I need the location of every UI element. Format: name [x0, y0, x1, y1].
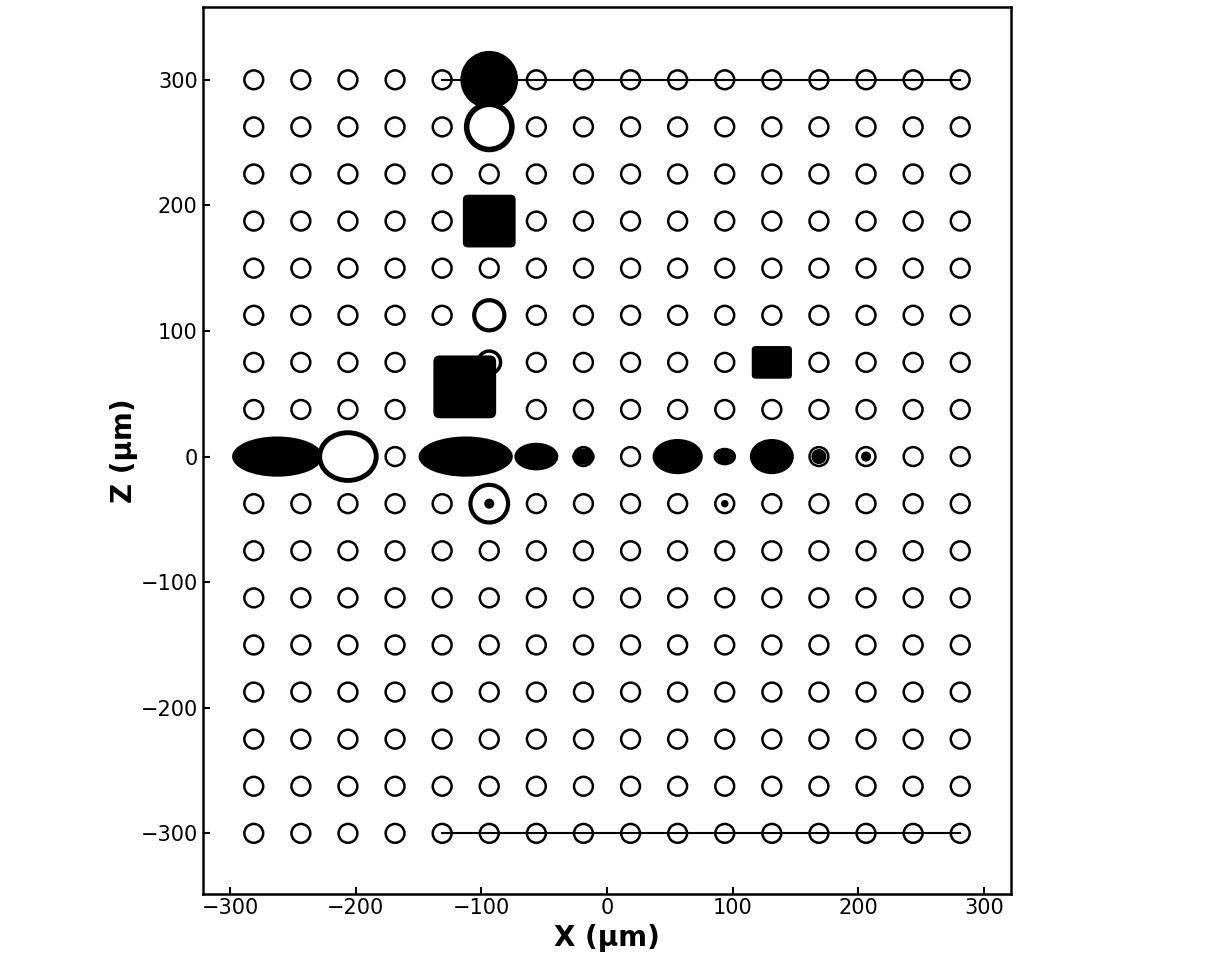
- Circle shape: [470, 485, 509, 523]
- Circle shape: [460, 51, 518, 108]
- Circle shape: [861, 452, 872, 461]
- Circle shape: [811, 449, 827, 464]
- X-axis label: X (μm): X (μm): [554, 924, 660, 952]
- Circle shape: [721, 500, 728, 507]
- Ellipse shape: [419, 436, 512, 477]
- FancyBboxPatch shape: [433, 356, 497, 418]
- Ellipse shape: [714, 448, 736, 465]
- Ellipse shape: [515, 443, 558, 470]
- FancyBboxPatch shape: [751, 346, 792, 379]
- Ellipse shape: [232, 436, 323, 477]
- Circle shape: [484, 499, 494, 508]
- Ellipse shape: [572, 449, 595, 465]
- Ellipse shape: [750, 439, 794, 474]
- Ellipse shape: [653, 439, 703, 474]
- Circle shape: [466, 105, 512, 150]
- FancyBboxPatch shape: [463, 195, 516, 247]
- Y-axis label: Z (μm): Z (μm): [109, 398, 137, 503]
- Ellipse shape: [319, 433, 376, 480]
- Circle shape: [478, 351, 500, 374]
- Circle shape: [475, 300, 504, 330]
